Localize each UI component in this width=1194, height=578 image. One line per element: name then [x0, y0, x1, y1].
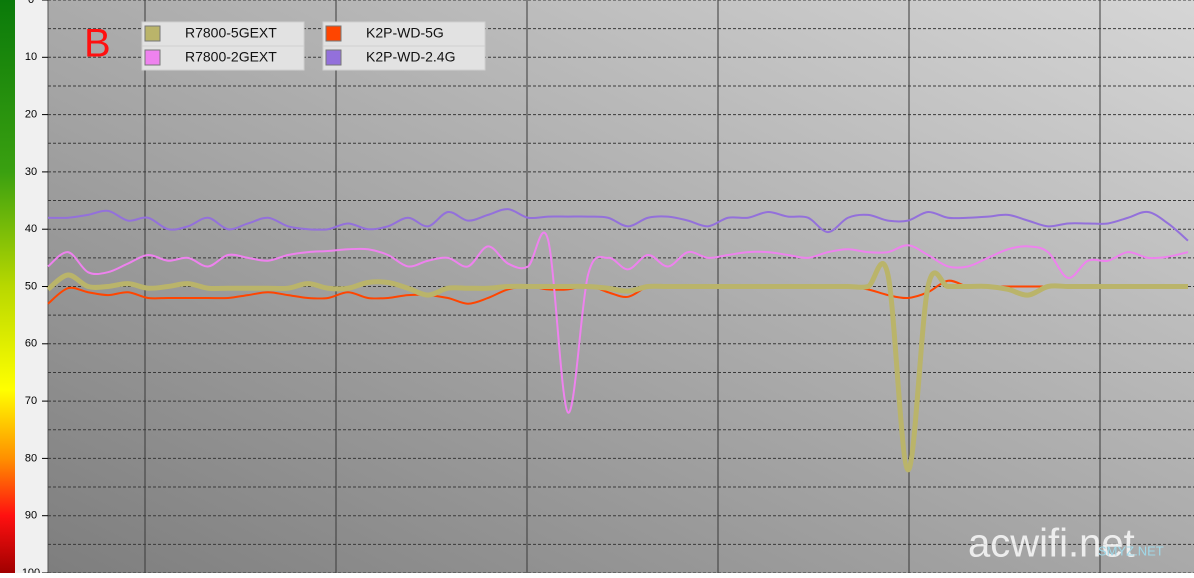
- lines: [46, 208, 1189, 473]
- y-tick-label: 60: [25, 338, 37, 350]
- legend-label: K2P-WD-5G: [366, 25, 444, 41]
- y-tick-label: 30: [25, 166, 37, 178]
- legend-box: [322, 45, 486, 71]
- watermark: SMYZ.NET: [1098, 543, 1164, 558]
- legend-label: R7800-2GEXT: [185, 49, 277, 65]
- y-tick-label: 10: [25, 51, 37, 63]
- legend-swatch: [325, 49, 342, 66]
- legend-box: [141, 21, 305, 47]
- legend-swatch: [144, 25, 161, 42]
- annotation: B: [84, 22, 111, 66]
- y-tick-label: 70: [25, 395, 37, 407]
- series-line: [46, 261, 1188, 473]
- legend-box: [322, 21, 486, 47]
- y-tick-label: 100: [22, 567, 40, 573]
- legend-box: [141, 45, 305, 71]
- series-line: [47, 231, 1189, 414]
- signal-scale: [0, 0, 15, 573]
- watermark: acwifi.net: [968, 522, 1135, 566]
- legend-label: K2P-WD-2.4G: [366, 49, 455, 65]
- y-tick-label: 0: [28, 0, 34, 6]
- legend-label: R7800-5GEXT: [185, 25, 277, 41]
- y-tick-label: 50: [25, 280, 37, 292]
- legend: R7800-5GEXT R7800-2GEXT K2P-WD-5G K2P-WD-2.…: [141, 21, 486, 71]
- legend-swatch: [325, 25, 342, 42]
- legend-swatch: [144, 49, 161, 66]
- series-line: [47, 208, 1189, 242]
- y-tick-label: 40: [25, 223, 37, 235]
- y-tick-label: 90: [25, 510, 37, 522]
- y-tick-label: 80: [25, 452, 37, 464]
- y-tick-label: 20: [25, 109, 37, 121]
